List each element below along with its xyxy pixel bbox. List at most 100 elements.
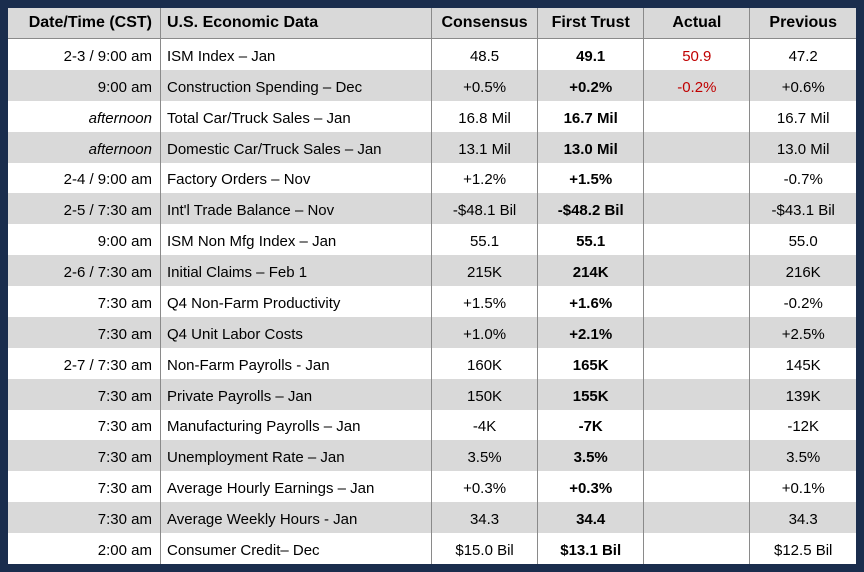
- cell-indicator: Consumer Credit– Dec: [161, 533, 432, 564]
- cell-actual: [644, 471, 750, 502]
- table-row: 7:30 amAverage Hourly Earnings – Jan+0.3…: [8, 471, 856, 502]
- table-row: 2-3 / 9:00 amISM Index – Jan48.549.150.9…: [8, 39, 856, 70]
- economic-data-table-frame: Date/Time (CST) U.S. Economic Data Conse…: [0, 0, 864, 572]
- cell-actual: [644, 379, 750, 410]
- cell-actual: [644, 101, 750, 132]
- cell-previous: 16.7 Mil: [750, 101, 856, 132]
- cell-actual: [644, 286, 750, 317]
- cell-actual: [644, 533, 750, 564]
- cell-first-trust: 3.5%: [538, 440, 644, 471]
- col-header-previous: Previous: [750, 8, 856, 39]
- cell-first-trust: 214K: [538, 255, 644, 286]
- cell-first-trust: 49.1: [538, 39, 644, 70]
- cell-indicator: Q4 Unit Labor Costs: [161, 317, 432, 348]
- cell-first-trust: -$48.2 Bil: [538, 193, 644, 224]
- cell-date: 7:30 am: [8, 410, 161, 441]
- cell-date: 9:00 am: [8, 224, 161, 255]
- table-row: 9:00 amISM Non Mfg Index – Jan55.155.155…: [8, 224, 856, 255]
- cell-consensus: 48.5: [432, 39, 538, 70]
- cell-consensus: -$48.1 Bil: [432, 193, 538, 224]
- cell-previous: 55.0: [750, 224, 856, 255]
- cell-date: 2-4 / 9:00 am: [8, 163, 161, 194]
- cell-actual: [644, 410, 750, 441]
- cell-indicator: Manufacturing Payrolls – Jan: [161, 410, 432, 441]
- cell-date: 2-6 / 7:30 am: [8, 255, 161, 286]
- cell-first-trust: 34.4: [538, 502, 644, 533]
- cell-actual: [644, 163, 750, 194]
- table-row: 2:00 amConsumer Credit– Dec$15.0 Bil$13.…: [8, 533, 856, 564]
- table-row: 7:30 amPrivate Payrolls – Jan150K155K139…: [8, 379, 856, 410]
- cell-previous: +0.1%: [750, 471, 856, 502]
- table-row: afternoonTotal Car/Truck Sales – Jan16.8…: [8, 101, 856, 132]
- cell-consensus: 215K: [432, 255, 538, 286]
- cell-previous: -12K: [750, 410, 856, 441]
- cell-actual: [644, 193, 750, 224]
- cell-date: 9:00 am: [8, 70, 161, 101]
- cell-previous: 47.2: [750, 39, 856, 70]
- cell-first-trust: +0.3%: [538, 471, 644, 502]
- cell-indicator: Construction Spending – Dec: [161, 70, 432, 101]
- cell-first-trust: 16.7 Mil: [538, 101, 644, 132]
- cell-actual: [644, 502, 750, 533]
- table-row: 7:30 amManufacturing Payrolls – Jan-4K-7…: [8, 410, 856, 441]
- cell-first-trust: 55.1: [538, 224, 644, 255]
- cell-consensus: 55.1: [432, 224, 538, 255]
- cell-indicator: Q4 Non-Farm Productivity: [161, 286, 432, 317]
- cell-first-trust: +0.2%: [538, 70, 644, 101]
- cell-first-trust: +1.6%: [538, 286, 644, 317]
- cell-first-trust: 13.0 Mil: [538, 132, 644, 163]
- table-body: 2-3 / 9:00 amISM Index – Jan48.549.150.9…: [8, 39, 856, 565]
- table-row: 2-7 / 7:30 amNon-Farm Payrolls - Jan160K…: [8, 348, 856, 379]
- col-header-first-trust: First Trust: [538, 8, 644, 39]
- cell-date: 2-5 / 7:30 am: [8, 193, 161, 224]
- cell-date: 7:30 am: [8, 502, 161, 533]
- cell-previous: +0.6%: [750, 70, 856, 101]
- cell-actual: [644, 132, 750, 163]
- table-row: 7:30 amQ4 Unit Labor Costs+1.0%+2.1%+2.5…: [8, 317, 856, 348]
- cell-indicator: ISM Non Mfg Index – Jan: [161, 224, 432, 255]
- table-row: 7:30 amUnemployment Rate – Jan3.5%3.5%3.…: [8, 440, 856, 471]
- cell-consensus: 3.5%: [432, 440, 538, 471]
- col-header-date: Date/Time (CST): [8, 8, 161, 39]
- cell-consensus: +1.2%: [432, 163, 538, 194]
- cell-consensus: 34.3: [432, 502, 538, 533]
- cell-actual: [644, 224, 750, 255]
- cell-previous: -0.7%: [750, 163, 856, 194]
- cell-date: afternoon: [8, 101, 161, 132]
- table-row: 2-5 / 7:30 amInt'l Trade Balance – Nov-$…: [8, 193, 856, 224]
- cell-first-trust: -7K: [538, 410, 644, 441]
- cell-previous: 139K: [750, 379, 856, 410]
- cell-previous: 145K: [750, 348, 856, 379]
- cell-indicator: Unemployment Rate – Jan: [161, 440, 432, 471]
- cell-first-trust: 155K: [538, 379, 644, 410]
- cell-indicator: Private Payrolls – Jan: [161, 379, 432, 410]
- cell-indicator: Initial Claims – Feb 1: [161, 255, 432, 286]
- cell-previous: 216K: [750, 255, 856, 286]
- table-row: 9:00 amConstruction Spending – Dec+0.5%+…: [8, 70, 856, 101]
- cell-indicator: ISM Index – Jan: [161, 39, 432, 70]
- cell-date: 7:30 am: [8, 286, 161, 317]
- col-header-actual: Actual: [644, 8, 750, 39]
- cell-first-trust: +2.1%: [538, 317, 644, 348]
- cell-first-trust: 165K: [538, 348, 644, 379]
- cell-date: 7:30 am: [8, 471, 161, 502]
- table-row: afternoonDomestic Car/Truck Sales – Jan1…: [8, 132, 856, 163]
- cell-consensus: 150K: [432, 379, 538, 410]
- cell-date: afternoon: [8, 132, 161, 163]
- cell-consensus: 160K: [432, 348, 538, 379]
- cell-actual: -0.2%: [644, 70, 750, 101]
- table-row: 7:30 amQ4 Non-Farm Productivity+1.5%+1.6…: [8, 286, 856, 317]
- cell-date: 2-3 / 9:00 am: [8, 39, 161, 70]
- economic-data-table: Date/Time (CST) U.S. Economic Data Conse…: [8, 8, 856, 564]
- cell-actual: [644, 440, 750, 471]
- cell-indicator: Int'l Trade Balance – Nov: [161, 193, 432, 224]
- cell-previous: 3.5%: [750, 440, 856, 471]
- table-header-row: Date/Time (CST) U.S. Economic Data Conse…: [8, 8, 856, 39]
- cell-first-trust: +1.5%: [538, 163, 644, 194]
- cell-date: 2:00 am: [8, 533, 161, 564]
- cell-indicator: Non-Farm Payrolls - Jan: [161, 348, 432, 379]
- table-row: 2-6 / 7:30 amInitial Claims – Feb 1215K2…: [8, 255, 856, 286]
- cell-date: 7:30 am: [8, 440, 161, 471]
- cell-previous: +2.5%: [750, 317, 856, 348]
- cell-consensus: +1.0%: [432, 317, 538, 348]
